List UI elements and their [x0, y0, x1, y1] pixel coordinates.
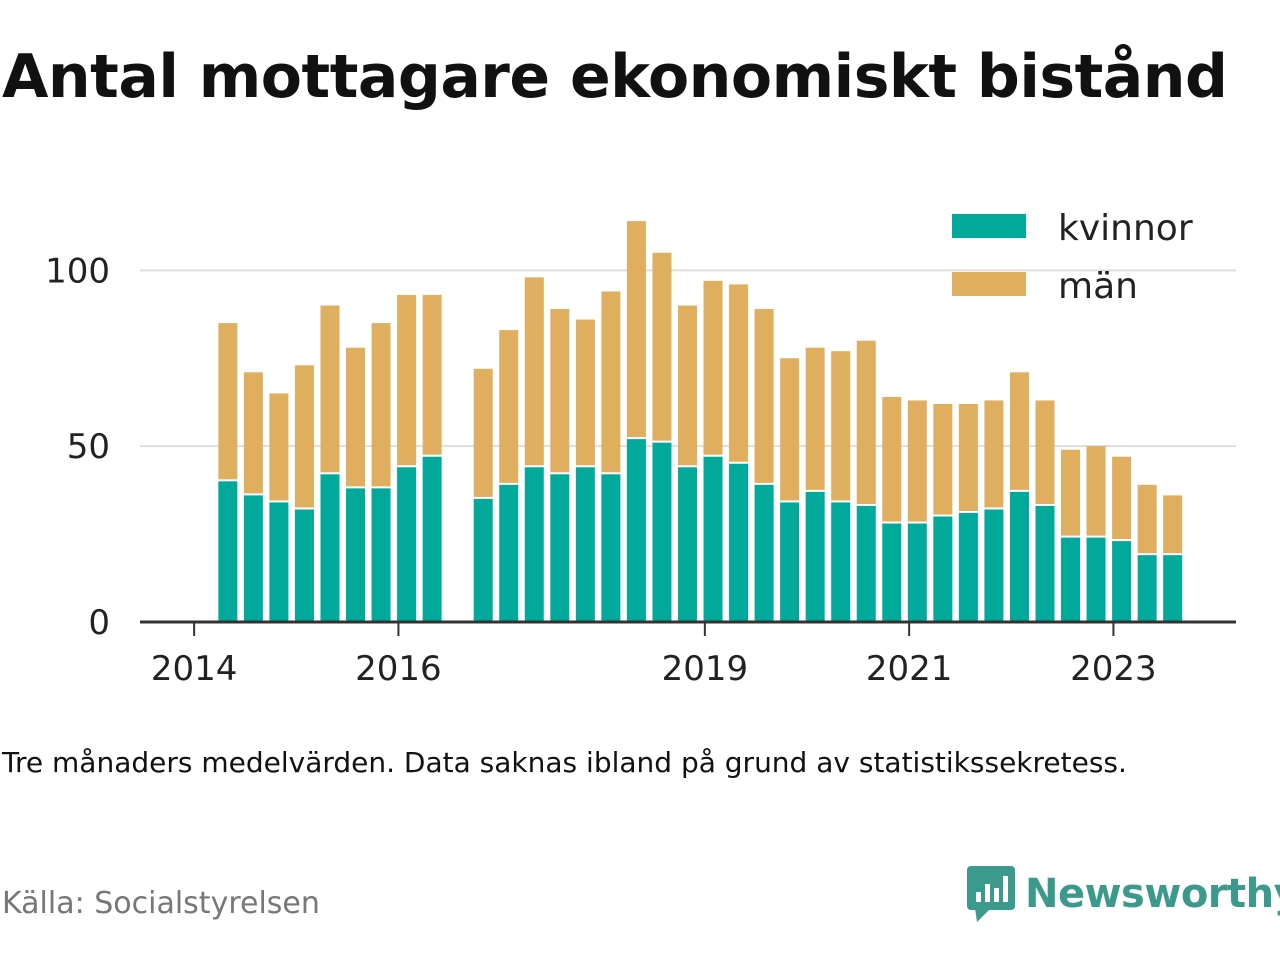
bar-man	[550, 309, 570, 473]
bar-kvinnor	[473, 498, 493, 622]
chart-title: Antal mottagare ekonomiskt bistånd	[2, 42, 1228, 112]
legend-label-man: män	[1058, 266, 1138, 307]
bar-kvinnor	[1035, 505, 1055, 622]
bar-man	[294, 365, 314, 508]
bar-man	[1086, 446, 1106, 536]
legend-label-kvinnor: kvinnor	[1058, 208, 1193, 249]
bar-man	[754, 309, 774, 483]
bars	[218, 221, 1183, 622]
bar-kvinnor	[856, 505, 876, 622]
bar-kvinnor	[780, 502, 800, 622]
bar-man	[958, 403, 978, 511]
bar-man	[882, 396, 902, 522]
bar-kvinnor	[1112, 541, 1132, 622]
x-tick-label: 2023	[1070, 649, 1157, 689]
bar-kvinnor	[346, 488, 366, 622]
bar-man	[780, 358, 800, 501]
newsworthy-logo-icon	[967, 866, 1015, 922]
bar-man	[677, 305, 697, 466]
y-tick-label: 100	[45, 251, 110, 291]
bar-man	[1035, 400, 1055, 504]
bar-kvinnor	[575, 467, 595, 622]
bar-man	[218, 323, 238, 480]
bar-man	[346, 347, 366, 487]
bar-kvinnor	[499, 484, 519, 622]
bar-man	[984, 400, 1004, 508]
bar-kvinnor	[243, 495, 263, 622]
bar-kvinnor	[601, 474, 621, 622]
bar-kvinnor	[677, 467, 697, 622]
bar-man	[1137, 484, 1157, 554]
bar-kvinnor	[984, 509, 1004, 622]
bar-man	[729, 284, 749, 462]
bar-man	[1163, 495, 1183, 554]
bar-man	[243, 372, 263, 494]
bar-man	[499, 330, 519, 483]
bar-man	[320, 305, 340, 473]
bar-man	[524, 277, 544, 466]
bar-kvinnor	[320, 474, 340, 622]
bar-kvinnor	[958, 512, 978, 622]
bar-man	[831, 351, 851, 501]
bar-man	[1009, 372, 1029, 490]
bar-man	[1112, 456, 1132, 540]
bar-kvinnor	[422, 456, 442, 622]
bar-man	[422, 294, 442, 455]
bar-man	[856, 340, 876, 504]
bar-kvinnor	[703, 456, 723, 622]
bar-kvinnor	[1086, 537, 1106, 622]
bar-man	[1061, 449, 1081, 536]
bar-man	[703, 280, 723, 455]
bar-kvinnor	[294, 509, 314, 622]
y-tick-label: 50	[67, 427, 110, 467]
bar-kvinnor	[1061, 537, 1081, 622]
bar-man	[652, 252, 672, 441]
brand-name: Newsworthy	[1025, 871, 1280, 917]
bar-kvinnor	[626, 439, 646, 622]
x-tick-label: 2014	[151, 649, 238, 689]
bar-man	[933, 403, 953, 515]
legend-swatch-man	[952, 272, 1026, 296]
bar-kvinnor	[933, 516, 953, 622]
bar-kvinnor	[882, 523, 902, 622]
bar-man	[805, 347, 825, 490]
bar-kvinnor	[652, 442, 672, 622]
bar-kvinnor	[218, 481, 238, 622]
x-tick-label: 2019	[662, 649, 749, 689]
x-tick-label: 2021	[866, 649, 953, 689]
bar-man	[371, 323, 391, 487]
bar-kvinnor	[729, 463, 749, 622]
bar-man	[575, 319, 595, 466]
chart-note: Tre månaders medelvärden. Data saknas ib…	[2, 746, 1127, 779]
bar-man	[601, 291, 621, 473]
bar-kvinnor	[1163, 555, 1183, 622]
bar-man	[473, 368, 493, 497]
axes: 0 50 100 2014 2016 2019 2021 2023	[45, 251, 1236, 689]
bar-kvinnor	[524, 467, 544, 622]
bar-kvinnor	[805, 491, 825, 622]
bar-kvinnor	[1137, 555, 1157, 622]
source-label: Källa: Socialstyrelsen	[2, 886, 320, 921]
bar-kvinnor	[371, 488, 391, 622]
legend: kvinnor män	[952, 208, 1193, 307]
bar-kvinnor	[1009, 491, 1029, 622]
bar-kvinnor	[269, 502, 289, 622]
x-tick-label: 2016	[355, 649, 442, 689]
bar-kvinnor	[550, 474, 570, 622]
bar-man	[626, 221, 646, 438]
bar-man	[907, 400, 927, 522]
bar-kvinnor	[754, 484, 774, 622]
brand-logo[interactable]: Newsworthy	[965, 862, 1280, 926]
bar-man	[397, 294, 417, 466]
legend-swatch-kvinnor	[952, 214, 1026, 238]
bar-man	[269, 393, 289, 501]
bar-kvinnor	[397, 467, 417, 622]
y-tick-label: 0	[88, 603, 110, 643]
bar-kvinnor	[831, 502, 851, 622]
bar-kvinnor	[907, 523, 927, 622]
